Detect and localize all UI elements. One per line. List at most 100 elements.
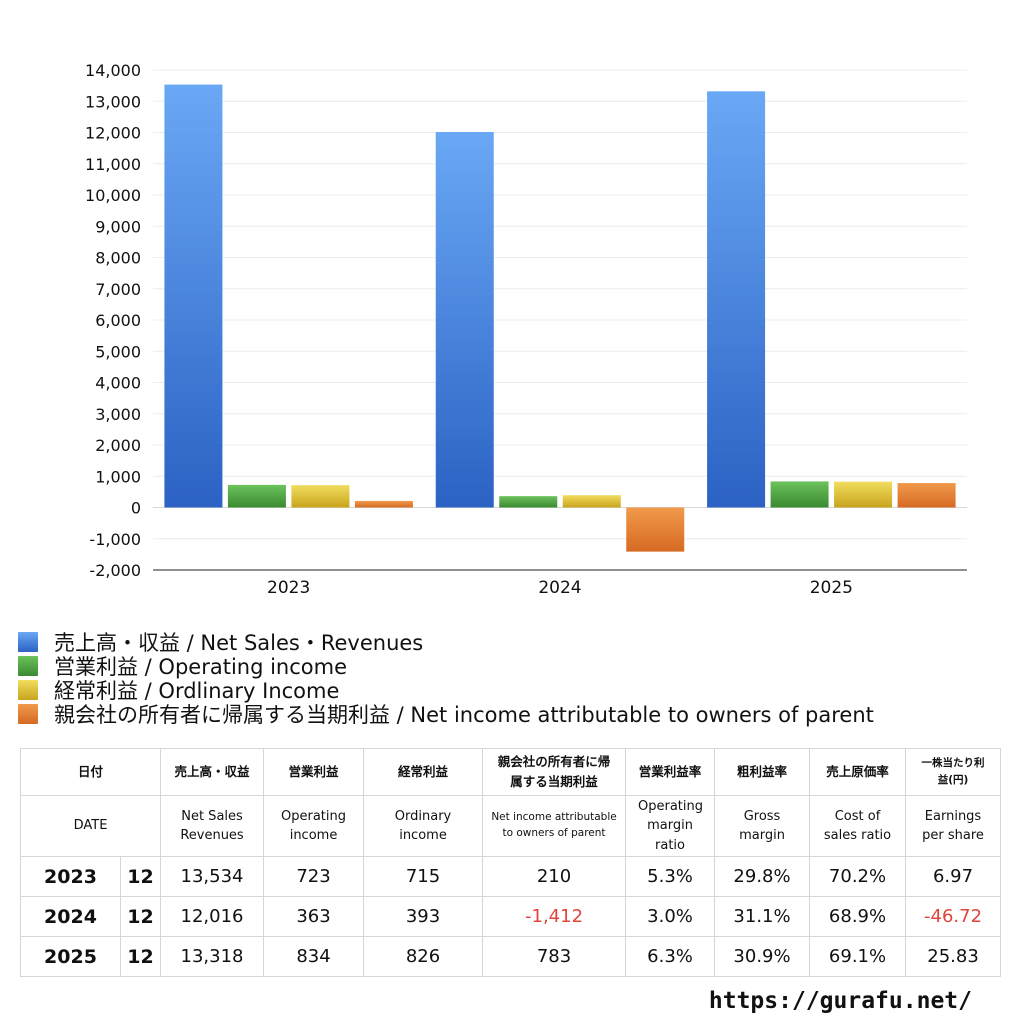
- y-tick-label: 7,000: [95, 280, 141, 299]
- x-tick-label: 2025: [810, 578, 853, 598]
- cell-operating-margin: 5.3%: [625, 856, 716, 897]
- cell-net-income: 210: [482, 856, 627, 897]
- bar-ordinary-income: [562, 495, 621, 508]
- legend: 売上高・収益 / Net Sales・Revenues 営業利益 / Opera…: [18, 630, 874, 727]
- legend-label-net-income: 親会社の所有者に帰属する当期利益 / Net income attributab…: [54, 703, 874, 727]
- y-tick-label: 9,000: [95, 217, 141, 236]
- bar-operating-income: [770, 481, 829, 508]
- cell-gross-margin: 30.9%: [714, 936, 811, 977]
- cell-year: 2025: [20, 936, 121, 977]
- y-tick-label: 1,000: [95, 467, 141, 486]
- cell-cost-ratio: 70.2%: [809, 856, 907, 897]
- bar-ordinary-income: [834, 481, 893, 508]
- y-tick-label: 6,000: [95, 311, 141, 330]
- th-gross-margin-jp: 粗利益率: [714, 748, 811, 796]
- cell-cost-ratio: 68.9%: [809, 896, 907, 937]
- th-gross-margin-en: Gross margin: [714, 795, 811, 857]
- th-cost-ratio-jp: 売上原価率: [809, 748, 907, 796]
- cell-cost-ratio: 69.1%: [809, 936, 907, 977]
- bar-chart: 14,000 13,000 12,000 11,000 10,000 9,000 8,000…: [85, 61, 967, 598]
- legend-label-ordinary-income: 経常利益 / Ordlinary Income: [54, 679, 340, 703]
- legend-swatch-net-sales: [18, 632, 38, 652]
- cell-ordinary-income: 826: [363, 936, 484, 977]
- th-operating-margin-jp: 営業利益率: [625, 748, 716, 796]
- th-net-sales-jp: 売上高・収益: [160, 748, 265, 796]
- cell-net-sales: 12,016: [160, 896, 265, 937]
- cell-month: 12: [119, 936, 162, 977]
- bar-ordinary-income: [291, 485, 350, 508]
- y-tick-label: 8,000: [95, 249, 141, 268]
- legend-label-operating-income: 営業利益 / Operating income: [54, 655, 348, 679]
- y-axis: 14,000 13,000 12,000 11,000 10,000 9,000 8,000…: [85, 61, 141, 580]
- bar-net-sales: [164, 84, 223, 508]
- bar-operating-income: [227, 484, 286, 508]
- y-tick-label: 4,000: [95, 374, 141, 393]
- cell-operating-income: 363: [263, 896, 365, 937]
- x-axis: 2023 2024 2025: [153, 569, 967, 598]
- cell-year: 2024: [20, 896, 121, 937]
- th-date-jp: 日付: [19, 748, 162, 796]
- th-net-income-en: Net income attributable to owners of par…: [482, 795, 627, 857]
- legend-item-net-sales: 売上高・収益 / Net Sales・Revenues: [18, 630, 874, 655]
- bar-net-income: [626, 507, 685, 552]
- legend-swatch-net-income: [18, 704, 38, 724]
- cell-gross-margin: 31.1%: [714, 896, 811, 937]
- cell-net-income: -1,412: [482, 896, 627, 937]
- table-header-en: DATE Net Sales Revenues Operating income…: [19, 795, 1002, 857]
- cell-month: 12: [119, 856, 162, 897]
- table-row: 2024 12 12,016 363 393 -1,412 3.0% 31.1%…: [20, 896, 1002, 937]
- cell-ordinary-income: 393: [363, 896, 484, 937]
- y-tick-label: 5,000: [95, 342, 141, 361]
- bar-net-sales: [435, 132, 494, 508]
- th-net-income-jp: 親会社の所有者に帰属する当期利益: [482, 748, 627, 796]
- grid-lines: [153, 69, 967, 540]
- cell-operating-margin: 6.3%: [625, 936, 716, 977]
- y-tick-label: -2,000: [89, 561, 141, 580]
- y-tick-label: 14,000: [85, 61, 141, 80]
- cell-month: 12: [119, 896, 162, 937]
- cell-operating-margin: 3.0%: [625, 896, 716, 937]
- y-tick-label: 12,000: [85, 124, 141, 143]
- legend-item-operating-income: 営業利益 / Operating income: [18, 654, 874, 679]
- legend-label-net-sales: 売上高・収益 / Net Sales・Revenues: [54, 631, 424, 655]
- table-header-jp: 日付 売上高・収益 営業利益 経常利益 親会社の所有者に帰属する当期利益 営業利…: [19, 748, 1002, 796]
- th-ordinary-income-jp: 経常利益: [363, 748, 484, 796]
- legend-swatch-ordinary-income: [18, 680, 38, 700]
- th-ordinary-income-en: Ordinary income: [363, 795, 484, 857]
- legend-item-ordinary-income: 経常利益 / Ordlinary Income: [18, 678, 874, 703]
- cell-operating-income: 834: [263, 936, 365, 977]
- th-eps-jp: 一株当たり利益(円): [905, 748, 1002, 796]
- table-row: 2025 12 13,318 834 826 783 6.3% 30.9% 69…: [20, 936, 1002, 977]
- y-tick-label: 3,000: [95, 405, 141, 424]
- cell-net-sales: 13,534: [160, 856, 265, 897]
- th-operating-income-jp: 営業利益: [263, 748, 365, 796]
- cell-eps: 25.83: [905, 936, 1002, 977]
- x-tick-label: 2024: [538, 578, 581, 598]
- site-url: https://gurafu.net/: [708, 988, 972, 1014]
- cell-eps: 6.97: [905, 856, 1002, 897]
- y-tick-label: -1,000: [89, 530, 141, 549]
- y-tick-label: 0: [131, 499, 141, 518]
- cell-net-sales: 13,318: [160, 936, 265, 977]
- bar-net-income: [897, 483, 956, 508]
- cell-operating-income: 723: [263, 856, 365, 897]
- cell-gross-margin: 29.8%: [714, 856, 811, 897]
- cell-net-income: 783: [482, 936, 627, 977]
- y-tick-label: 13,000: [85, 92, 141, 111]
- th-cost-ratio-en: Cost of sales ratio: [809, 795, 907, 857]
- cell-ordinary-income: 715: [363, 856, 484, 897]
- th-operating-income-en: Operating income: [263, 795, 365, 857]
- table-row: 2023 12 13,534 723 715 210 5.3% 29.8% 70…: [20, 856, 1002, 897]
- cell-year: 2023: [20, 856, 121, 897]
- financial-table: 日付 売上高・収益 営業利益 経常利益 親会社の所有者に帰属する当期利益 営業利…: [19, 748, 1002, 977]
- bar-net-income: [354, 500, 413, 508]
- th-date-en: DATE: [19, 795, 162, 857]
- y-tick-label: 2,000: [95, 436, 141, 455]
- bar-operating-income: [499, 496, 558, 508]
- th-operating-margin-en: Operating margin ratio: [625, 795, 716, 857]
- cell-eps: -46.72: [905, 896, 1002, 937]
- legend-swatch-operating-income: [18, 656, 38, 676]
- legend-item-net-income: 親会社の所有者に帰属する当期利益 / Net income attributab…: [18, 702, 874, 727]
- y-tick-label: 11,000: [85, 155, 141, 174]
- th-net-sales-en: Net Sales Revenues: [160, 795, 265, 857]
